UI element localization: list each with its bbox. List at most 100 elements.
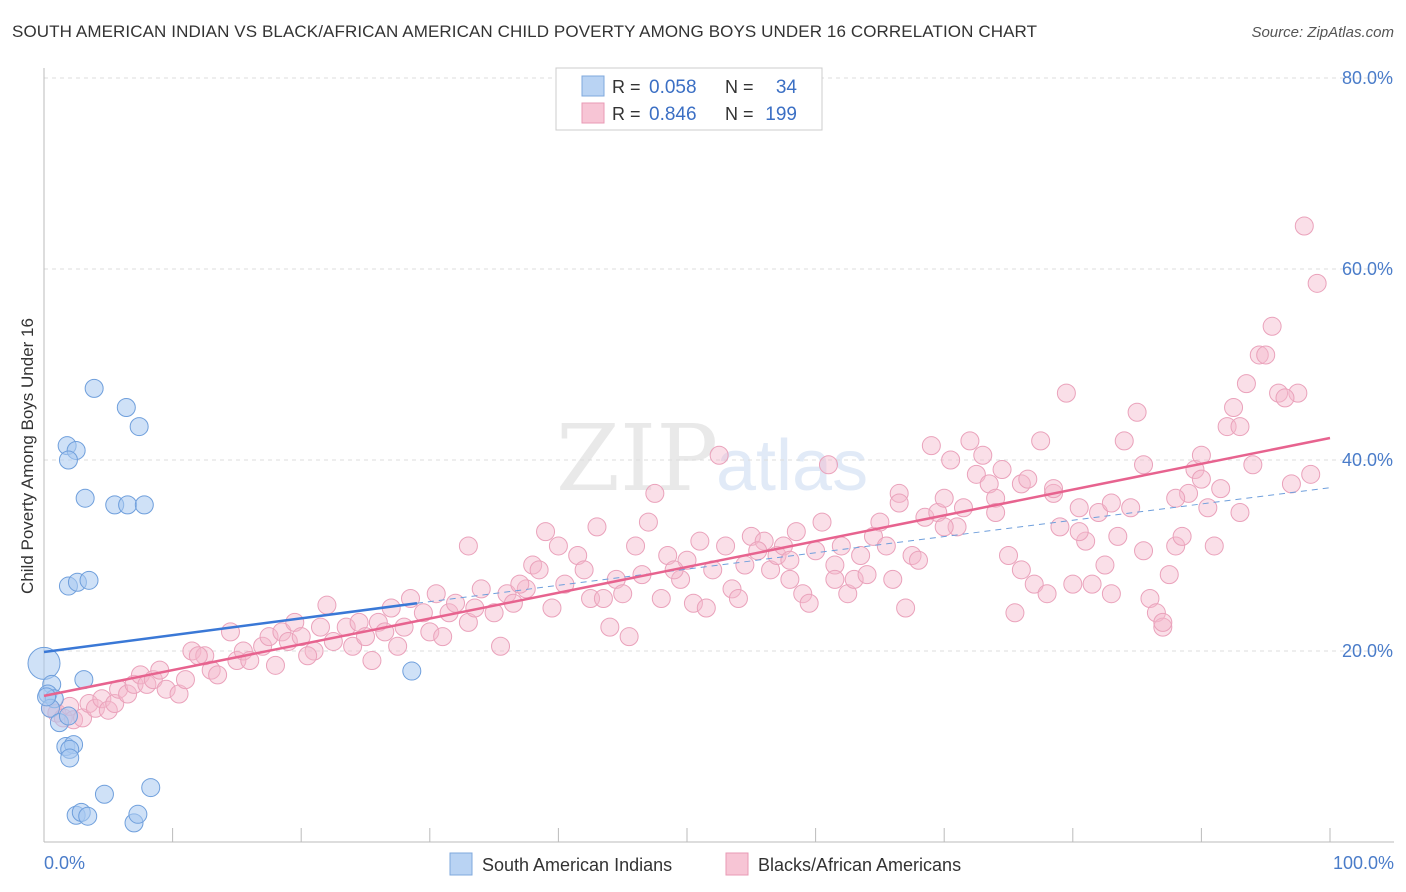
- point-blacks-african-americans: [1089, 503, 1109, 523]
- point-blacks-african-americans: [484, 603, 504, 623]
- point-blacks-african-americans: [696, 598, 716, 618]
- point-blacks-african-americans: [838, 584, 858, 604]
- point-blacks-african-americans: [677, 550, 697, 570]
- bottom-legend: South American Indians Blacks/African Am…: [449, 852, 961, 876]
- point-blacks-african-americans: [587, 517, 607, 537]
- point-blacks-african-americans: [548, 536, 568, 556]
- point-blacks-african-americans: [600, 617, 620, 637]
- point-blacks-african-americans: [818, 455, 838, 475]
- point-blacks-african-americans: [1134, 541, 1154, 561]
- point-south-american-indians: [79, 570, 99, 590]
- point-blacks-african-americans: [1307, 273, 1327, 293]
- point-blacks-african-americans: [934, 488, 954, 508]
- point-blacks-african-americans: [1018, 469, 1038, 489]
- point-blacks-african-americans: [908, 550, 928, 570]
- point-blacks-african-americans: [458, 536, 478, 556]
- point-blacks-african-americans: [323, 631, 343, 651]
- point-blacks-african-americans: [889, 493, 909, 513]
- x-tick-label-max: 100.0%: [1333, 853, 1394, 873]
- point-blacks-african-americans: [1037, 584, 1057, 604]
- point-blacks-african-americans: [921, 436, 941, 456]
- point-blacks-african-americans: [1301, 464, 1321, 484]
- point-blacks-african-americans: [1236, 374, 1256, 394]
- point-blacks-african-americans: [645, 483, 665, 503]
- point-blacks-african-americans: [735, 555, 755, 575]
- point-blacks-african-americans: [394, 617, 414, 637]
- point-blacks-african-americans: [491, 636, 511, 656]
- point-blacks-african-americans: [851, 546, 871, 565]
- point-blacks-african-americans: [831, 536, 851, 556]
- point-blacks-african-americans: [1140, 588, 1160, 608]
- point-blacks-african-americans: [1230, 417, 1250, 437]
- point-south-american-indians: [402, 661, 422, 681]
- point-blacks-african-americans: [728, 588, 748, 608]
- point-blacks-african-americans: [986, 488, 1006, 508]
- bottom-legend-swatch-pink: [725, 852, 749, 876]
- point-blacks-african-americans: [265, 655, 285, 675]
- point-south-american-indians: [94, 784, 114, 804]
- point-south-american-indians: [27, 646, 61, 680]
- point-blacks-african-americans: [690, 531, 710, 551]
- x-ticks: [43, 828, 1331, 842]
- point-south-american-indians: [37, 687, 57, 707]
- point-blacks-african-americans: [1146, 603, 1166, 623]
- point-blacks-african-americans: [458, 612, 478, 632]
- watermark-atlas: atlas: [716, 426, 868, 506]
- point-blacks-african-americans: [1166, 536, 1186, 556]
- point-blacks-african-americans: [761, 560, 781, 580]
- point-blacks-african-americans: [188, 646, 208, 666]
- point-blacks-african-americans: [388, 636, 408, 656]
- point-blacks-african-americans: [1224, 397, 1244, 417]
- point-blacks-african-americans: [1082, 574, 1102, 594]
- y-tick-label: 40.0%: [1342, 450, 1393, 470]
- point-blacks-african-americans: [1230, 503, 1250, 523]
- point-blacks-african-americans: [1011, 560, 1031, 580]
- point-blacks-african-americans: [1172, 526, 1192, 546]
- point-blacks-african-americans: [999, 546, 1018, 565]
- point-blacks-african-americans: [343, 636, 363, 656]
- point-blacks-african-americans: [960, 431, 980, 451]
- point-blacks-african-americans: [825, 569, 845, 589]
- point-blacks-african-americans: [426, 584, 446, 604]
- point-blacks-african-americans: [1069, 522, 1089, 542]
- point-blacks-african-americans: [156, 679, 176, 699]
- point-blacks-african-americans: [857, 565, 877, 585]
- point-blacks-african-americans: [793, 584, 813, 604]
- point-blacks-african-americans: [413, 603, 433, 623]
- point-south-american-indians: [141, 778, 161, 798]
- chart-title: SOUTH AMERICAN INDIAN VS BLACK/AFRICAN A…: [12, 22, 1038, 41]
- watermark: ZIP atlas: [556, 405, 868, 512]
- point-blacks-african-americans: [709, 445, 729, 465]
- point-blacks-african-americans: [986, 503, 1006, 523]
- point-blacks-african-americans: [1281, 474, 1301, 494]
- point-south-american-indians: [84, 378, 104, 398]
- point-blacks-african-americans: [979, 474, 999, 494]
- point-blacks-african-americans: [574, 560, 594, 580]
- point-south-american-indians: [60, 748, 80, 768]
- point-south-american-indians: [134, 495, 154, 515]
- point-blacks-african-americans: [1179, 483, 1199, 503]
- point-blacks-african-americans: [1294, 216, 1314, 236]
- point-blacks-african-americans: [1153, 612, 1173, 632]
- point-blacks-african-americans: [555, 574, 575, 594]
- legend-n-value-1: 34: [776, 77, 798, 98]
- point-blacks-african-americans: [683, 593, 703, 613]
- point-blacks-african-americans: [1262, 316, 1282, 336]
- point-blacks-african-americans: [825, 555, 845, 575]
- point-blacks-african-americans: [1056, 383, 1076, 403]
- point-blacks-african-americans: [844, 569, 864, 589]
- point-blacks-african-americans: [1249, 345, 1269, 365]
- point-blacks-african-americans: [1204, 536, 1224, 556]
- legend-n-label-2: N =: [725, 104, 754, 124]
- point-blacks-african-americans: [941, 450, 961, 470]
- point-blacks-african-americans: [1031, 431, 1051, 451]
- point-blacks-african-americans: [1101, 493, 1121, 513]
- point-blacks-african-americans: [626, 536, 646, 556]
- legend: R = 0.058 N = 34 R = 0.846 N = 199: [555, 67, 823, 131]
- point-blacks-african-americans: [1095, 555, 1115, 575]
- point-south-american-indians: [58, 450, 78, 470]
- point-blacks-african-americans: [420, 622, 440, 642]
- legend-r-value-2: 0.846: [649, 104, 697, 125]
- series-south-american-indians: [27, 378, 422, 833]
